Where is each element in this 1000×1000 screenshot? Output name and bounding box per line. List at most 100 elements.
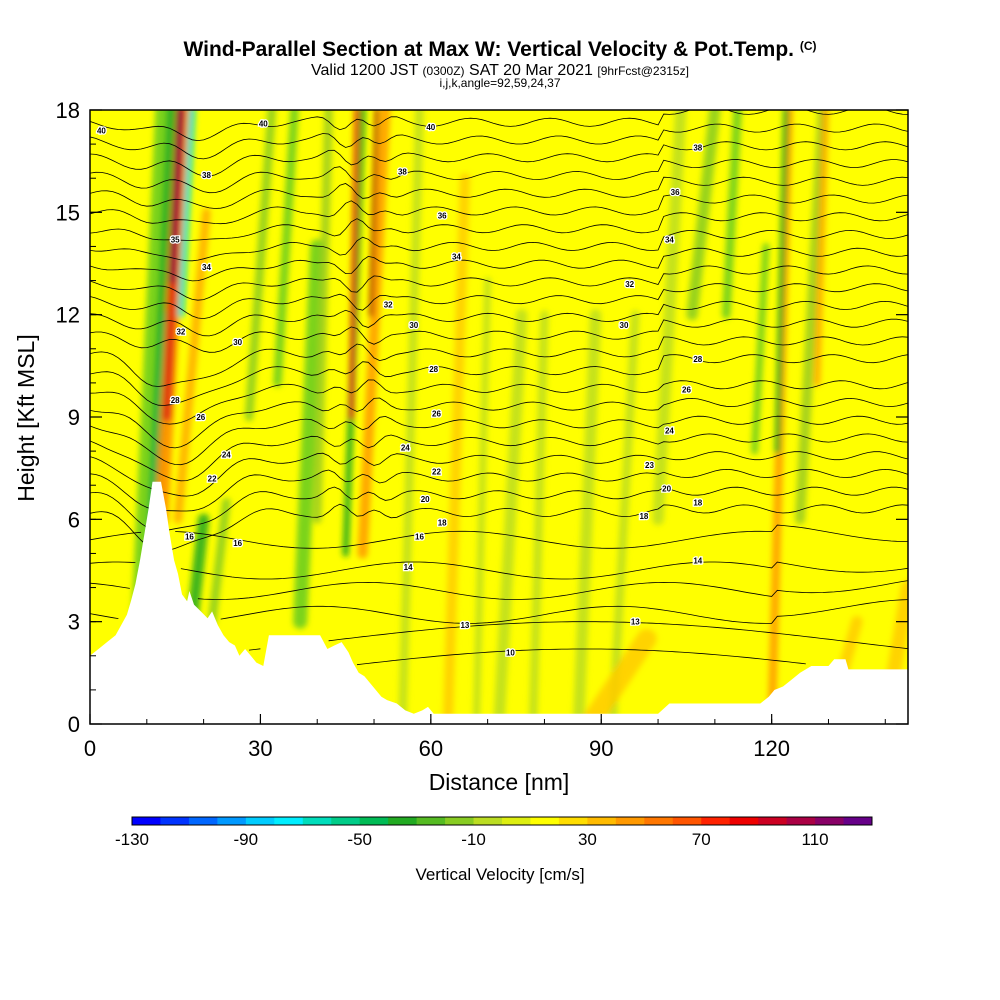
x-axis-label: Distance [nm] — [429, 769, 570, 795]
contour-label: 30 — [409, 321, 418, 330]
chart-params: i,j,k,angle=92,59,24,37 — [439, 76, 561, 90]
contour-label: 28 — [429, 365, 438, 374]
x-axis: 0 30 60 90 120 — [84, 714, 886, 761]
y-tick-label: 15 — [56, 200, 80, 225]
colorbar-swatch — [302, 817, 332, 825]
colorbar-swatch — [274, 817, 304, 825]
colorbar: -130 -90 -50 -10 30 70 110 — [115, 816, 873, 849]
contour-label: 16 — [185, 532, 194, 541]
colorbar-swatch — [672, 817, 702, 825]
colorbar-tick-label: -10 — [461, 830, 486, 849]
colorbar-swatch — [245, 817, 275, 825]
contour-label: 32 — [384, 300, 393, 309]
colorbar-swatch — [701, 817, 731, 825]
colorbar-title: Vertical Velocity [cm/s] — [415, 865, 584, 884]
x-tick-label: 30 — [248, 736, 272, 761]
contour-label: 20 — [421, 495, 430, 504]
colorbar-swatch — [786, 817, 816, 825]
plot-area: 40 40 40 38 38 38 36 36 35 34 34 34 32 32 32 30 30 30 28 28… — [90, 110, 908, 724]
colorbar-tick-label: -130 — [115, 830, 149, 849]
colorbar-frame — [131, 816, 873, 826]
contour-label: 34 — [665, 236, 674, 245]
colorbar-swatch — [359, 817, 389, 825]
contour-label: 13 — [460, 621, 469, 630]
colorbar-swatch — [758, 817, 788, 825]
contour-label: 22 — [432, 468, 441, 477]
contour-label: 30 — [233, 338, 242, 347]
contour-label: 16 — [415, 532, 424, 541]
y-tick-label: 6 — [68, 507, 80, 532]
colorbar-swatch — [331, 817, 361, 825]
contour-label: 18 — [693, 498, 702, 507]
colorbar-swatch — [615, 817, 645, 825]
contour-label: 24 — [401, 444, 410, 453]
colorbar-swatch — [445, 817, 474, 825]
contour-label: 28 — [171, 396, 180, 405]
colorbar-tick-label: -90 — [234, 830, 259, 849]
colorbar-tick-label: -50 — [347, 830, 372, 849]
colorbar-swatch — [530, 817, 560, 825]
colorbar-swatch — [388, 817, 418, 825]
contour-label: 18 — [639, 512, 648, 521]
colorbar-swatch — [502, 817, 531, 825]
contour-label: 26 — [432, 410, 441, 419]
contour-label: 38 — [202, 171, 211, 180]
contour-label: 14 — [693, 556, 702, 565]
colorbar-swatch — [843, 817, 873, 825]
contour-label: 22 — [208, 474, 217, 483]
colorbar-swatch — [558, 817, 588, 825]
contour-label: 14 — [404, 563, 413, 572]
colorbar-tick-label: 70 — [692, 830, 711, 849]
chart-title: Wind-Parallel Section at Max W: Vertical… — [183, 38, 817, 61]
contour-label: 26 — [682, 386, 691, 395]
contour-label: 23 — [645, 461, 654, 470]
contour-label: 20 — [662, 485, 671, 494]
x-tick-label: 0 — [84, 736, 96, 761]
contour-label: 16 — [233, 539, 242, 548]
terrain-mask — [90, 481, 908, 724]
contour-label: 13 — [631, 618, 640, 627]
contour-label: 32 — [625, 280, 634, 289]
contour-label: 34 — [452, 253, 461, 262]
isentrope-contours — [90, 110, 908, 666]
contour-label: 30 — [620, 321, 629, 330]
contour-label: 40 — [259, 120, 268, 129]
colorbar-swatch — [815, 817, 844, 825]
contour-label: 38 — [693, 144, 702, 153]
contour-label: 35 — [171, 236, 180, 245]
x-tick-label: 90 — [589, 736, 613, 761]
chart-subtitle: Valid 1200 JST (0300Z) SAT 20 Mar 2021 [… — [311, 62, 689, 79]
colorbar-swatch — [160, 817, 190, 825]
contour-label: 10 — [506, 648, 515, 657]
contour-label: 28 — [693, 355, 702, 364]
y-tick-label: 12 — [56, 303, 80, 328]
contour-label: 36 — [438, 212, 447, 221]
colorbar-swatch — [644, 817, 674, 825]
contour-labels: 40 40 40 38 38 38 36 36 35 34 34 34 32 32 32 30 30 30 28 28… — [96, 118, 704, 658]
colorbar-tick-label: 110 — [802, 830, 829, 849]
contour-label: 32 — [176, 328, 185, 337]
contour-label: 38 — [398, 167, 407, 176]
colorbar-swatch — [729, 817, 759, 825]
y-tick-label: 9 — [68, 405, 80, 430]
y-tick-label: 18 — [56, 98, 80, 123]
colorbar-swatch — [587, 817, 617, 825]
colorbar-swatch — [217, 817, 247, 825]
contour-label: 36 — [671, 188, 680, 197]
contour-label: 40 — [97, 127, 106, 136]
colorbar-swatch — [132, 817, 161, 825]
contour-label: 24 — [222, 451, 231, 460]
y-tick-label: 3 — [68, 610, 80, 635]
contour-label: 26 — [196, 413, 205, 422]
colorbar-swatch — [416, 817, 446, 825]
contour-label: 24 — [665, 427, 674, 436]
colorbar-tick-label: 30 — [578, 830, 597, 849]
x-tick-label: 60 — [419, 736, 443, 761]
x-tick-label: 120 — [753, 736, 790, 761]
colorbar-swatch — [473, 817, 503, 825]
y-tick-label: 0 — [68, 712, 80, 737]
colorbar-swatch — [188, 817, 218, 825]
